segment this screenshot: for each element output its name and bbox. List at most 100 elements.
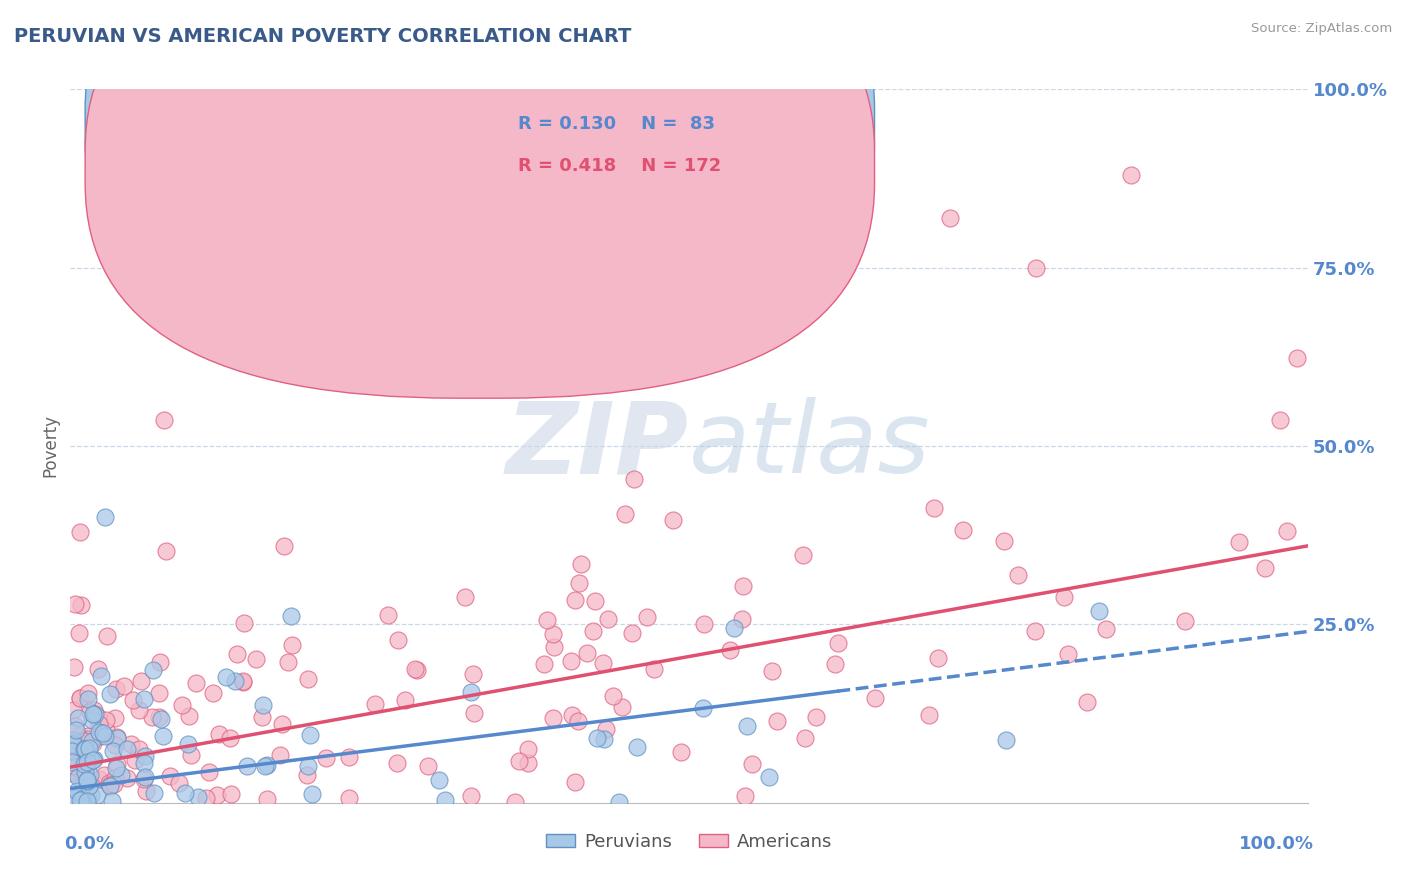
Point xyxy=(567,714,589,729)
Point xyxy=(134,770,156,784)
Point xyxy=(863,690,886,705)
Point xyxy=(723,621,745,635)
Point xyxy=(394,692,416,706)
Point xyxy=(827,636,849,650)
Point xyxy=(134,756,156,771)
Point xyxy=(621,625,644,640)
Point xyxy=(404,662,426,676)
Point xyxy=(232,616,254,631)
Point xyxy=(536,614,558,628)
Point xyxy=(101,793,124,807)
Point xyxy=(692,616,714,631)
Point xyxy=(79,751,101,765)
Point xyxy=(315,751,337,765)
Point xyxy=(80,789,103,803)
Legend: Peruvians, Americans: Peruvians, Americans xyxy=(538,826,839,858)
Point xyxy=(148,710,170,724)
Point xyxy=(517,756,540,770)
Point xyxy=(569,558,592,572)
Point xyxy=(70,764,93,779)
Point xyxy=(596,612,619,626)
Point xyxy=(564,592,586,607)
Point xyxy=(96,725,118,739)
Point xyxy=(794,731,817,746)
Point xyxy=(429,772,451,787)
Point xyxy=(215,670,238,684)
Point xyxy=(623,473,645,487)
FancyBboxPatch shape xyxy=(436,93,769,196)
Point xyxy=(463,706,485,720)
Point xyxy=(120,737,142,751)
Point xyxy=(503,795,526,809)
Point xyxy=(1229,534,1251,549)
Point xyxy=(87,662,110,676)
Point xyxy=(1174,614,1197,628)
Point xyxy=(153,413,176,427)
Point xyxy=(995,733,1018,747)
Point xyxy=(952,523,974,537)
Point xyxy=(76,772,98,787)
Point xyxy=(76,776,98,790)
Point xyxy=(128,703,150,717)
Point xyxy=(62,660,84,674)
Point xyxy=(112,679,135,693)
Point xyxy=(93,729,115,743)
Point xyxy=(224,673,246,688)
Point xyxy=(778,239,800,253)
Point xyxy=(62,759,84,773)
Point xyxy=(177,737,200,751)
Point xyxy=(564,775,586,789)
Point xyxy=(96,629,118,643)
Point xyxy=(73,757,96,772)
Point xyxy=(280,638,302,652)
Point xyxy=(83,703,105,717)
Point xyxy=(433,793,456,807)
Point xyxy=(377,608,399,623)
Point xyxy=(89,716,111,731)
Point xyxy=(110,768,132,782)
Point xyxy=(643,662,665,676)
Point xyxy=(69,785,91,799)
Point xyxy=(142,663,165,677)
Point xyxy=(576,646,599,660)
Point xyxy=(94,510,117,524)
Point xyxy=(1285,351,1308,365)
Point xyxy=(132,691,155,706)
Point xyxy=(741,757,763,772)
Point xyxy=(77,779,100,793)
Point xyxy=(135,784,157,798)
Point xyxy=(67,770,90,784)
FancyBboxPatch shape xyxy=(86,0,875,398)
Point xyxy=(117,771,139,785)
Point xyxy=(364,697,387,711)
Point xyxy=(250,710,273,724)
Point xyxy=(124,753,146,767)
Point xyxy=(418,759,440,773)
Point xyxy=(148,685,170,699)
Point xyxy=(79,740,101,755)
Point xyxy=(270,717,292,731)
Point xyxy=(98,778,121,792)
Point xyxy=(69,793,91,807)
Point xyxy=(105,756,128,771)
Point xyxy=(77,686,100,700)
Point xyxy=(731,579,754,593)
Point xyxy=(65,597,87,611)
Point xyxy=(141,709,163,723)
Point xyxy=(616,225,638,239)
Point xyxy=(155,544,177,558)
Point xyxy=(765,714,787,728)
Point xyxy=(98,780,121,794)
Point xyxy=(207,789,229,803)
Point xyxy=(301,787,323,801)
Point xyxy=(87,710,110,724)
Point xyxy=(83,707,105,722)
Point xyxy=(103,744,125,758)
Point xyxy=(454,590,477,604)
Point xyxy=(60,766,83,780)
Point xyxy=(174,786,197,800)
Point xyxy=(115,742,138,756)
Point xyxy=(82,736,104,750)
Point xyxy=(69,525,91,540)
Point xyxy=(134,749,156,764)
